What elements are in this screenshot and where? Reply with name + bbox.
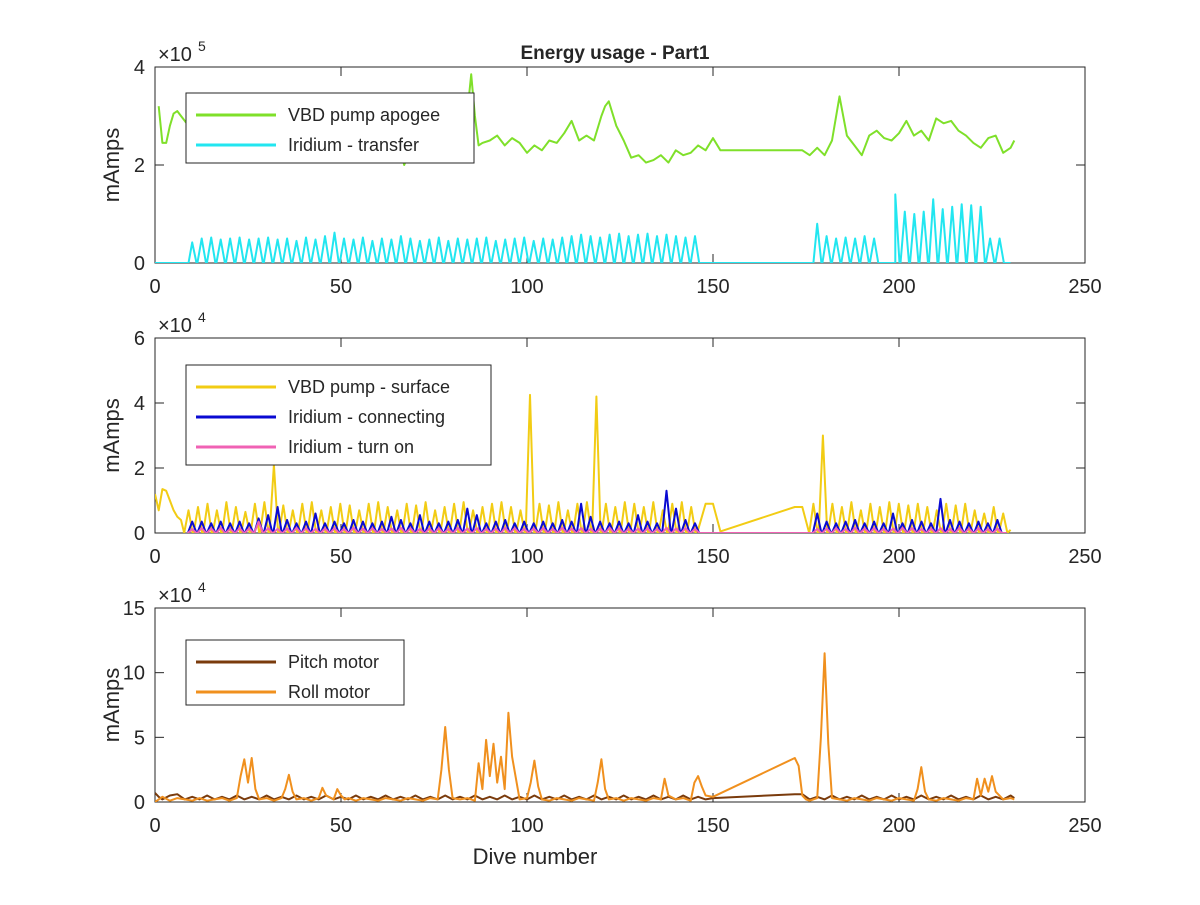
y-exponent-power: 4	[198, 309, 206, 325]
legend: VBD pump apogee Iridium - transfer	[185, 92, 475, 164]
x-tick-label: 200	[882, 546, 915, 568]
y-tick-label: 4	[134, 57, 145, 79]
y-exponent-power: 4	[198, 579, 206, 595]
legend-label: Iridium - transfer	[288, 135, 419, 155]
y-exponent-power: 5	[198, 38, 206, 54]
y-exponent-label: ×10	[158, 315, 192, 337]
chart-title: Energy usage - Part1	[520, 43, 709, 64]
series-line-roll-motor	[155, 652, 1015, 802]
y-exponent-label: ×10	[158, 44, 192, 66]
x-tick-label: 0	[149, 815, 160, 837]
x-tick-label: 100	[510, 546, 543, 568]
x-tick-label: 200	[882, 815, 915, 837]
legend-box	[185, 639, 405, 706]
y-exponent-label: ×10	[158, 585, 192, 607]
x-tick-label: 50	[330, 276, 352, 298]
y-tick-label: 0	[134, 253, 145, 275]
x-tick-label: 50	[330, 815, 352, 837]
series-line-iridium-turn-on	[186, 520, 1007, 533]
subplot-3: 0 50 100 150 200 250 0 5 10 15 ×10 4 mAmps Dive numbe…	[99, 579, 1102, 869]
subplot-2: 0 50 100 150 200 250 0 2 4 6 ×10 4 mAmps VBD pump - s…	[99, 309, 1102, 568]
x-tick-label: 250	[1068, 815, 1101, 837]
x-tick-label: 250	[1068, 546, 1101, 568]
y-tick-label: 0	[134, 523, 145, 545]
x-tick-label: 50	[330, 546, 352, 568]
y-tick-label: 0	[134, 792, 145, 814]
y-axis-label: mAmps	[99, 128, 124, 203]
x-axis-label: Dive number	[473, 844, 598, 869]
y-tick-label: 5	[134, 727, 145, 749]
y-tick-label: 15	[123, 598, 145, 620]
x-tick-label: 0	[149, 546, 160, 568]
y-tick-label: 10	[123, 663, 145, 685]
legend-box	[185, 92, 475, 164]
y-tick-label: 6	[134, 328, 145, 350]
y-axis-label: mAmps	[99, 668, 124, 743]
plot-area	[155, 652, 1015, 802]
legend-label: VBD pump - surface	[288, 377, 450, 397]
y-axis-label: mAmps	[99, 398, 124, 473]
legend-label: VBD pump apogee	[288, 105, 440, 125]
legend-label: Pitch motor	[288, 652, 379, 672]
legend-label: Iridium - connecting	[288, 407, 445, 427]
legend-label: Roll motor	[288, 682, 370, 702]
x-tick-label: 150	[696, 815, 729, 837]
x-tick-label: 100	[510, 276, 543, 298]
legend-label: Iridium - turn on	[288, 437, 414, 457]
x-tick-label: 150	[696, 546, 729, 568]
y-tick-label: 2	[134, 458, 145, 480]
x-tick-label: 100	[510, 815, 543, 837]
x-tick-label: 0	[149, 276, 160, 298]
x-tick-label: 150	[696, 276, 729, 298]
plot-area	[155, 393, 1012, 533]
legend: VBD pump - surface Iridium - connecting Ir…	[185, 364, 492, 466]
legend: Pitch motor Roll motor	[185, 639, 405, 706]
y-tick-label: 4	[134, 393, 145, 415]
x-tick-label: 200	[882, 276, 915, 298]
subplot-1: 0 50 100 150 200 250 0 2 4 ×10 5 mAmps Energy usage …	[99, 38, 1102, 298]
y-tick-label: 2	[134, 155, 145, 177]
x-tick-label: 250	[1068, 276, 1101, 298]
